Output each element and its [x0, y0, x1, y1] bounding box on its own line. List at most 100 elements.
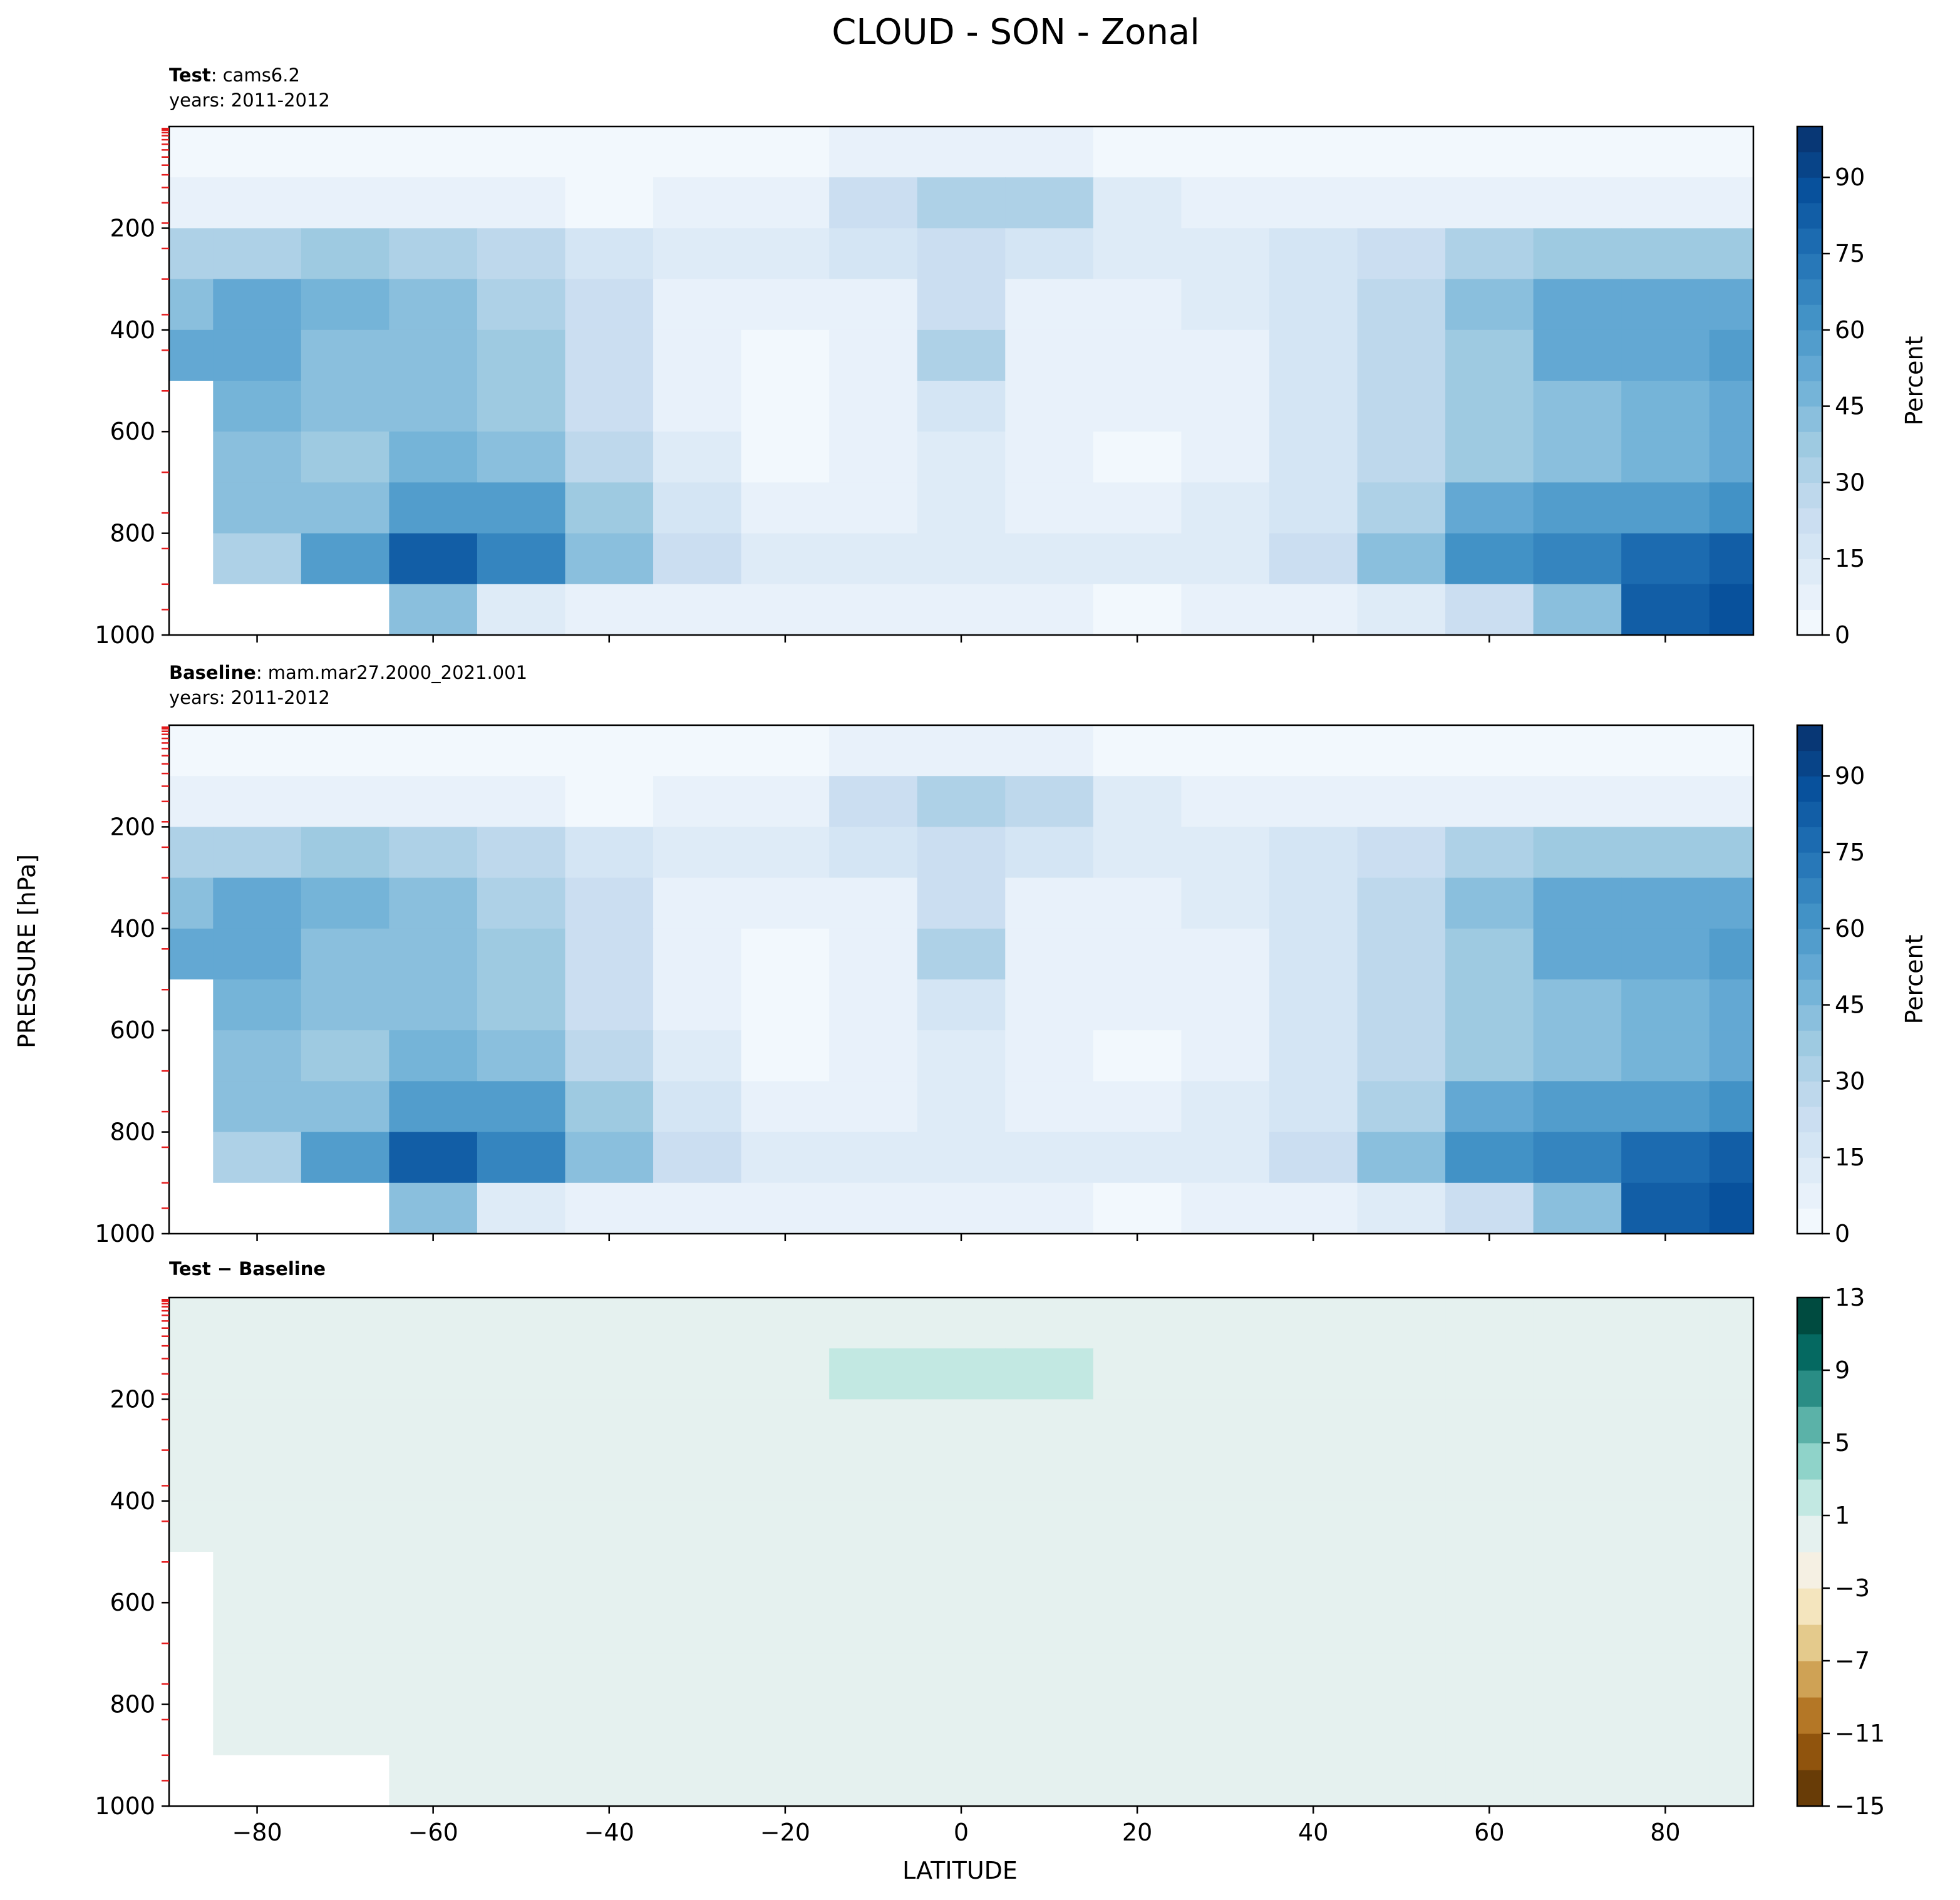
heatmap-cell — [1181, 329, 1270, 381]
heatmap-cell — [389, 1450, 478, 1502]
heatmap-cell — [653, 1450, 742, 1502]
heatmap-cell — [1621, 126, 1710, 178]
heatmap-cell — [1709, 329, 1754, 381]
heatmap-cell — [477, 877, 566, 929]
heatmap-cell — [1269, 177, 1358, 229]
heatmap-cell — [829, 1552, 918, 1603]
y-tick-label: 400 — [110, 316, 155, 344]
heatmap-cell — [1269, 228, 1358, 280]
heatmap-cell — [1269, 776, 1358, 827]
heatmap-cell — [565, 1030, 654, 1082]
panel-title-bold: Test − Baseline — [169, 1258, 326, 1279]
heatmap-cell — [389, 1500, 478, 1552]
heatmap-cell — [477, 1704, 566, 1756]
heatmap-cell — [1357, 533, 1446, 585]
heatmap-cell — [1269, 1653, 1358, 1705]
heatmap-cell — [741, 1030, 830, 1082]
heatmap-cell — [565, 177, 654, 229]
heatmap-cell — [213, 228, 302, 280]
heatmap-cell — [1357, 1552, 1446, 1603]
colorbar-band — [1797, 1370, 1822, 1407]
heatmap-cell — [565, 1653, 654, 1705]
heatmap-cell — [1445, 776, 1534, 827]
heatmap-cell — [1005, 584, 1094, 636]
heatmap-cell — [1709, 1755, 1754, 1807]
heatmap-cell — [741, 228, 830, 280]
heatmap-cell — [477, 1182, 566, 1234]
heatmap-cell — [1357, 1298, 1446, 1349]
heatmap-cell — [829, 533, 918, 585]
heatmap-cell — [1445, 329, 1534, 381]
heatmap-cell — [653, 533, 742, 585]
colorbar-band — [1797, 1733, 1822, 1770]
heatmap-cell — [477, 928, 566, 980]
heatmap-cell — [565, 979, 654, 1031]
heatmap-cell — [1357, 1500, 1446, 1552]
heatmap-cell — [1093, 228, 1182, 280]
heatmap-cell — [389, 329, 478, 381]
heatmap-cell — [741, 1603, 830, 1654]
heatmap-cell — [1621, 1298, 1710, 1349]
heatmap-cell — [1005, 1704, 1094, 1756]
colorbar-band — [1797, 508, 1822, 534]
panel-title-text: : cams6.2 — [211, 65, 300, 86]
heatmap-cell — [301, 329, 389, 381]
heatmap-cell — [1709, 776, 1754, 827]
colorbar-label: Percent — [1901, 336, 1928, 426]
heatmap-cell — [1181, 1348, 1270, 1400]
heatmap-cell — [741, 1653, 830, 1705]
heatmap-cell — [213, 126, 302, 178]
heatmap-cell — [1269, 1755, 1358, 1807]
colorbar-band — [1797, 1132, 1822, 1158]
heatmap-cell — [213, 1755, 302, 1807]
heatmap-cell — [477, 279, 566, 331]
colorbar-tick-label: 90 — [1835, 762, 1865, 790]
heatmap-cell — [565, 431, 654, 483]
heatmap-cell — [1621, 228, 1710, 280]
heatmap-cell — [829, 431, 918, 483]
heatmap-cell — [1357, 584, 1446, 636]
heatmap-cell — [477, 533, 566, 585]
heatmap-cell — [1005, 482, 1094, 534]
heatmap-cell — [829, 1298, 918, 1349]
colorbar-tick-label: 1 — [1835, 1502, 1850, 1529]
heatmap-cell — [1357, 1132, 1446, 1184]
heatmap-cell — [213, 1552, 302, 1603]
heatmap-cell — [477, 482, 566, 534]
heatmap-cell — [389, 1081, 478, 1133]
heatmap-cell — [169, 431, 214, 483]
heatmap-cell — [1357, 329, 1446, 381]
heatmap-cell — [477, 1399, 566, 1451]
heatmap-cell — [389, 279, 478, 331]
heatmap-cell — [477, 1081, 566, 1133]
heatmap-cell — [653, 877, 742, 929]
heatmap-cells — [169, 1298, 1754, 1807]
heatmap-cell — [477, 177, 566, 229]
heatmap-cell — [1445, 279, 1534, 331]
colorbar-band — [1797, 1443, 1822, 1480]
heatmap-cell — [477, 228, 566, 280]
heatmap-cell — [741, 279, 830, 331]
heatmap-cell — [213, 1500, 302, 1552]
heatmap-cell — [829, 177, 918, 229]
heatmap-cell — [1445, 1500, 1534, 1552]
heatmap-cell — [565, 1552, 654, 1603]
heatmap-cell — [1093, 1552, 1182, 1603]
colorbar-tick-label: −11 — [1835, 1720, 1885, 1747]
colorbar-tick-label: 60 — [1835, 316, 1865, 344]
heatmap-cell — [1621, 533, 1710, 585]
heatmap-cell — [653, 279, 742, 331]
y-axis-label: PRESSURE [hPa] — [13, 854, 41, 1048]
heatmap-cell — [1269, 482, 1358, 534]
y-tick-label: 600 — [110, 418, 155, 445]
heatmap-cell — [1181, 1603, 1270, 1654]
heatmap-cell — [1269, 979, 1358, 1031]
panel-title-bold: Baseline — [169, 662, 256, 683]
heatmap-cell — [1093, 877, 1182, 929]
heatmap-cell — [917, 979, 1006, 1031]
heatmap-cell — [917, 1298, 1006, 1349]
heatmap-cell — [653, 1298, 742, 1349]
heatmap-cell — [1533, 126, 1622, 178]
colorbar-band — [1797, 877, 1822, 904]
heatmap-cell — [917, 381, 1006, 432]
